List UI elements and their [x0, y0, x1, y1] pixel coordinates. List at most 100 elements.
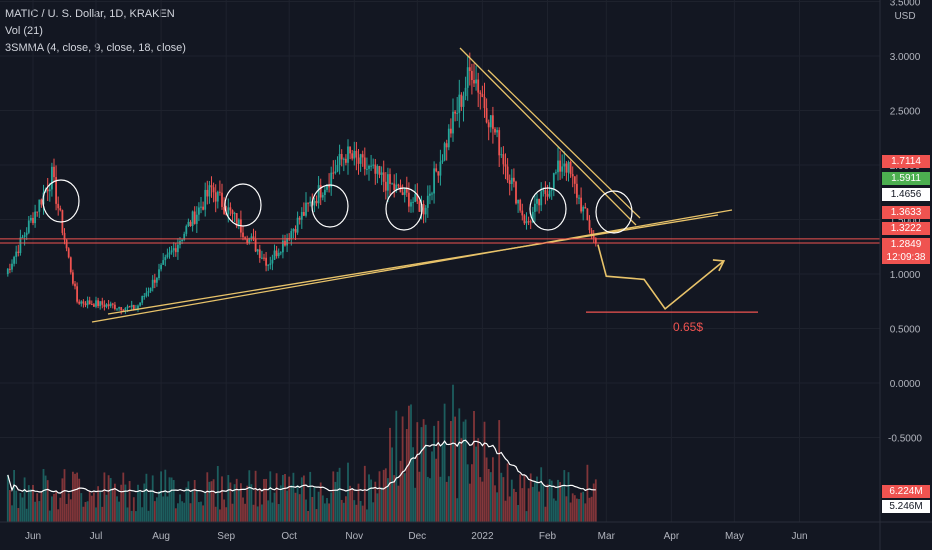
- candle-body: [460, 94, 463, 107]
- candle-body: [372, 164, 375, 166]
- candle-body: [412, 201, 414, 203]
- volume-bar: [387, 478, 389, 522]
- candle-body: [359, 154, 362, 164]
- time-axis[interactable]: [0, 522, 932, 550]
- candle-body: [9, 268, 11, 270]
- volume-bar: [498, 420, 501, 522]
- candle-body: [63, 232, 66, 240]
- volume-bar: [229, 482, 232, 522]
- candle-body: [466, 67, 469, 88]
- volume-bar: [573, 495, 576, 522]
- volume-bar: [179, 494, 181, 522]
- candle-body: [164, 257, 167, 261]
- volume-bar: [212, 479, 215, 522]
- volume-bar: [389, 427, 391, 522]
- candle-body: [521, 210, 524, 216]
- candle-body: [300, 211, 303, 220]
- candle-body: [366, 168, 368, 170]
- volume-bar: [137, 484, 139, 522]
- candle-body: [555, 172, 557, 174]
- rising-trendline-inner[interactable]: [107, 214, 719, 315]
- candle-body: [534, 203, 536, 212]
- volume-bar: [456, 498, 459, 522]
- candle-body: [464, 87, 467, 97]
- volume-bar: [65, 503, 68, 522]
- candle-body: [143, 295, 146, 297]
- volume-bar: [338, 467, 341, 522]
- volume-bar: [189, 503, 192, 522]
- symbol-title: MATIC / U. S. Dollar, 1D, KRAKEN: [5, 8, 175, 20]
- volume-bar: [143, 483, 146, 522]
- candle-body: [137, 305, 139, 310]
- candle-body: [235, 213, 238, 227]
- candle-body: [195, 214, 198, 224]
- volume-bar: [540, 467, 543, 522]
- falling-trendline-inner[interactable]: [487, 69, 641, 219]
- candle-body: [315, 200, 318, 204]
- candle-body: [468, 67, 471, 71]
- candle-body: [166, 254, 169, 258]
- candle-body: [475, 79, 477, 84]
- volume-bar: [515, 492, 517, 522]
- candle-body: [416, 193, 419, 202]
- volume-bar: [145, 473, 148, 522]
- candle-body: [271, 259, 274, 264]
- candle-body: [82, 301, 85, 304]
- candle-body: [452, 111, 454, 134]
- volume-bar: [122, 472, 125, 522]
- candle-body: [191, 211, 194, 227]
- candle-body: [332, 172, 335, 174]
- time-tick-label: Jul: [90, 531, 103, 542]
- volume-bar: [237, 490, 240, 522]
- candle-body: [286, 238, 288, 246]
- volume-bar: [544, 506, 547, 522]
- volume-bar: [95, 507, 97, 522]
- candle-body: [95, 300, 97, 307]
- price-tick-label: 0.0000: [890, 379, 921, 390]
- candle-body: [130, 304, 133, 307]
- volume-bar: [403, 473, 406, 522]
- volume-badge: 5.246M: [882, 500, 930, 513]
- projection-path[interactable]: [597, 244, 725, 311]
- volume-bar: [523, 475, 526, 522]
- volume-bar: [454, 416, 456, 522]
- volume-bar: [475, 446, 477, 522]
- volume-bar: [114, 483, 116, 522]
- volume-bar: [414, 487, 417, 522]
- falling-trendline-outer[interactable]: [459, 47, 637, 226]
- volume-bar: [567, 472, 570, 522]
- candle-body: [571, 174, 574, 177]
- volume-bar: [483, 421, 486, 522]
- candle-body: [141, 296, 144, 303]
- candle-body: [189, 221, 192, 227]
- volume-bar: [380, 487, 383, 522]
- candle-body: [90, 304, 93, 306]
- volume-bar: [181, 501, 183, 522]
- volume-bar: [296, 485, 299, 522]
- candle-body: [462, 96, 465, 107]
- volume-bar: [273, 492, 276, 522]
- candle-body: [387, 174, 389, 191]
- time-tick-label: Jun: [25, 531, 41, 542]
- candle-body: [80, 301, 83, 304]
- volume-bar: [424, 424, 427, 522]
- candle-body: [107, 304, 110, 307]
- volume-bar: [326, 498, 328, 522]
- candle-body: [393, 183, 396, 191]
- volume-bar: [349, 485, 351, 522]
- volume-bar: [204, 492, 207, 522]
- volume-bar: [124, 484, 127, 522]
- volume-bar: [170, 477, 173, 522]
- price-badge: 1.7114: [882, 155, 930, 168]
- volume-bar: [279, 485, 282, 522]
- volume-bar: [500, 472, 503, 522]
- volume-bar: [97, 486, 99, 522]
- volume-bar: [357, 483, 360, 522]
- candle-body: [351, 153, 354, 159]
- candle-body: [13, 256, 15, 264]
- volume-bar: [219, 509, 221, 522]
- volume-bar: [82, 506, 85, 522]
- candle-body: [221, 192, 223, 207]
- volume-bar: [57, 509, 60, 522]
